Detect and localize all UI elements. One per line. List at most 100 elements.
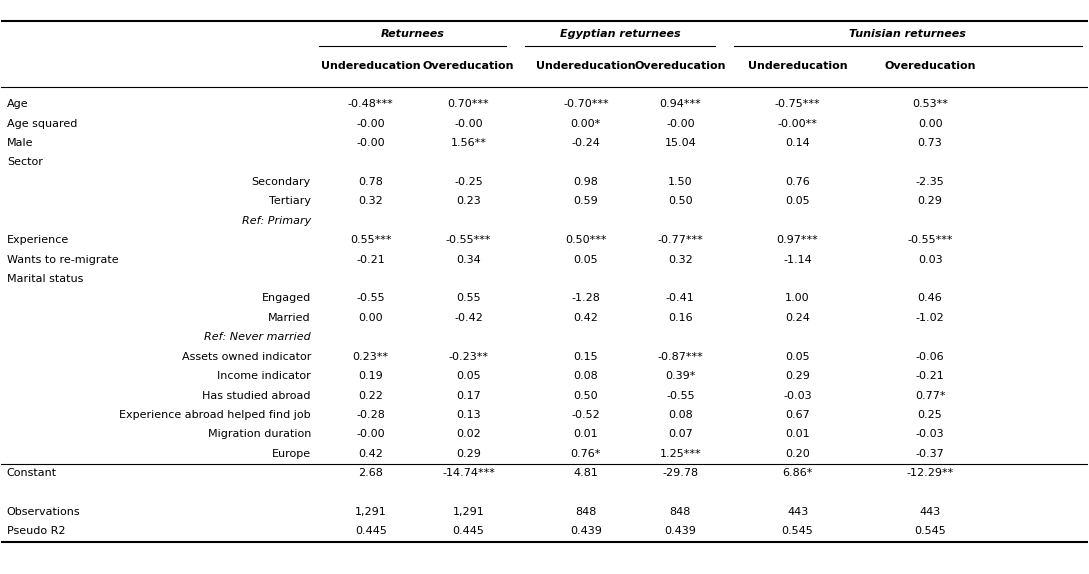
Text: -0.06: -0.06	[916, 352, 944, 362]
Text: 0.16: 0.16	[668, 313, 693, 323]
Text: -0.00: -0.00	[454, 119, 482, 129]
Text: Tertiary: Tertiary	[269, 196, 311, 206]
Text: -0.37: -0.37	[916, 449, 944, 459]
Text: Observations: Observations	[7, 507, 81, 517]
Text: Overeducation: Overeducation	[635, 61, 726, 71]
Text: 0.03: 0.03	[918, 255, 942, 265]
Text: 1.50: 1.50	[668, 177, 693, 187]
Text: -0.87***: -0.87***	[658, 352, 703, 362]
Text: 1,291: 1,291	[355, 507, 387, 517]
Text: 1,291: 1,291	[453, 507, 485, 517]
Text: -0.70***: -0.70***	[563, 99, 609, 109]
Text: Returnees: Returnees	[380, 29, 444, 38]
Text: -1.28: -1.28	[572, 293, 600, 304]
Text: -0.55***: -0.55***	[907, 235, 953, 245]
Text: Sector: Sector	[7, 157, 42, 168]
Text: Experience abroad helped find job: Experience abroad helped find job	[120, 410, 311, 420]
Text: -0.48***: -0.48***	[347, 99, 393, 109]
Text: Engaged: Engaged	[261, 293, 311, 304]
Text: -0.75***: -0.75***	[774, 99, 820, 109]
Text: -0.42: -0.42	[454, 313, 482, 323]
Text: -0.21: -0.21	[356, 255, 386, 265]
Text: 0.445: 0.445	[355, 526, 387, 537]
Text: 15.04: 15.04	[664, 138, 696, 148]
Text: 0.97***: 0.97***	[776, 235, 819, 245]
Text: 0.78: 0.78	[358, 177, 383, 187]
Text: -14.74***: -14.74***	[442, 468, 494, 478]
Text: Tunisian returnees: Tunisian returnees	[849, 29, 966, 38]
Text: Income indicator: Income indicator	[217, 371, 311, 381]
Text: Assets owned indicator: Assets owned indicator	[182, 352, 311, 362]
Text: 1.25***: 1.25***	[660, 449, 701, 459]
Text: Constant: Constant	[7, 468, 57, 478]
Text: 0.76*: 0.76*	[571, 449, 601, 459]
Text: 0.94***: 0.94***	[660, 99, 701, 109]
Text: 0.73: 0.73	[918, 138, 942, 148]
Text: 0.42: 0.42	[573, 313, 598, 323]
Text: 848: 848	[670, 507, 690, 517]
Text: 0.29: 0.29	[456, 449, 481, 459]
Text: 0.98: 0.98	[573, 177, 598, 187]
Text: 0.08: 0.08	[668, 410, 693, 420]
Text: 848: 848	[575, 507, 597, 517]
Text: -1.14: -1.14	[783, 255, 812, 265]
Text: 0.19: 0.19	[358, 371, 383, 381]
Text: 1.00: 1.00	[785, 293, 810, 304]
Text: 0.05: 0.05	[456, 371, 480, 381]
Text: 443: 443	[919, 507, 941, 517]
Text: 0.05: 0.05	[574, 255, 598, 265]
Text: Overeducation: Overeducation	[423, 61, 514, 71]
Text: Age: Age	[7, 99, 28, 109]
Text: 0.55: 0.55	[456, 293, 480, 304]
Text: -0.77***: -0.77***	[658, 235, 703, 245]
Text: 0.545: 0.545	[782, 526, 813, 537]
Text: Marital status: Marital status	[7, 274, 83, 284]
Text: Ref: Never married: Ref: Never married	[205, 332, 311, 342]
Text: -0.28: -0.28	[356, 410, 386, 420]
Text: 0.15: 0.15	[574, 352, 598, 362]
Text: Age squared: Age squared	[7, 119, 77, 129]
Text: -0.55: -0.55	[356, 293, 386, 304]
Text: 0.24: 0.24	[785, 313, 810, 323]
Text: -0.55: -0.55	[666, 390, 695, 401]
Text: 0.34: 0.34	[456, 255, 481, 265]
Text: 0.00: 0.00	[918, 119, 942, 129]
Text: 0.22: 0.22	[358, 390, 383, 401]
Text: 0.42: 0.42	[358, 449, 383, 459]
Text: -0.00: -0.00	[356, 138, 386, 148]
Text: 0.39*: 0.39*	[665, 371, 696, 381]
Text: -0.55***: -0.55***	[445, 235, 491, 245]
Text: Wants to re-migrate: Wants to re-migrate	[7, 255, 119, 265]
Text: 0.07: 0.07	[668, 429, 693, 439]
Text: 0.55***: 0.55***	[350, 235, 391, 245]
Text: -0.00: -0.00	[356, 429, 386, 439]
Text: Egyptian returnees: Egyptian returnees	[560, 29, 681, 38]
Text: 0.77*: 0.77*	[915, 390, 945, 401]
Text: 0.01: 0.01	[785, 429, 810, 439]
Text: 443: 443	[787, 507, 808, 517]
Text: 0.00: 0.00	[358, 313, 383, 323]
Text: 0.25: 0.25	[918, 410, 942, 420]
Text: Secondary: Secondary	[252, 177, 311, 187]
Text: Europe: Europe	[272, 449, 311, 459]
Text: 0.20: 0.20	[785, 449, 810, 459]
Text: Pseudo R2: Pseudo R2	[7, 526, 65, 537]
Text: -1.02: -1.02	[916, 313, 944, 323]
Text: -0.52: -0.52	[572, 410, 600, 420]
Text: Experience: Experience	[7, 235, 69, 245]
Text: 1.56**: 1.56**	[451, 138, 487, 148]
Text: -0.00: -0.00	[356, 119, 386, 129]
Text: Undereducation: Undereducation	[536, 61, 636, 71]
Text: 0.50: 0.50	[668, 196, 693, 206]
Text: Male: Male	[7, 138, 34, 148]
Text: 0.08: 0.08	[574, 371, 598, 381]
Text: Overeducation: Overeducation	[884, 61, 976, 71]
Text: 0.13: 0.13	[456, 410, 480, 420]
Text: 0.545: 0.545	[915, 526, 946, 537]
Text: 0.46: 0.46	[918, 293, 942, 304]
Text: 6.86*: 6.86*	[782, 468, 812, 478]
Text: 0.50***: 0.50***	[565, 235, 607, 245]
Text: -0.03: -0.03	[783, 390, 812, 401]
Text: Ref: Primary: Ref: Primary	[242, 216, 311, 226]
Text: 0.23**: 0.23**	[353, 352, 389, 362]
